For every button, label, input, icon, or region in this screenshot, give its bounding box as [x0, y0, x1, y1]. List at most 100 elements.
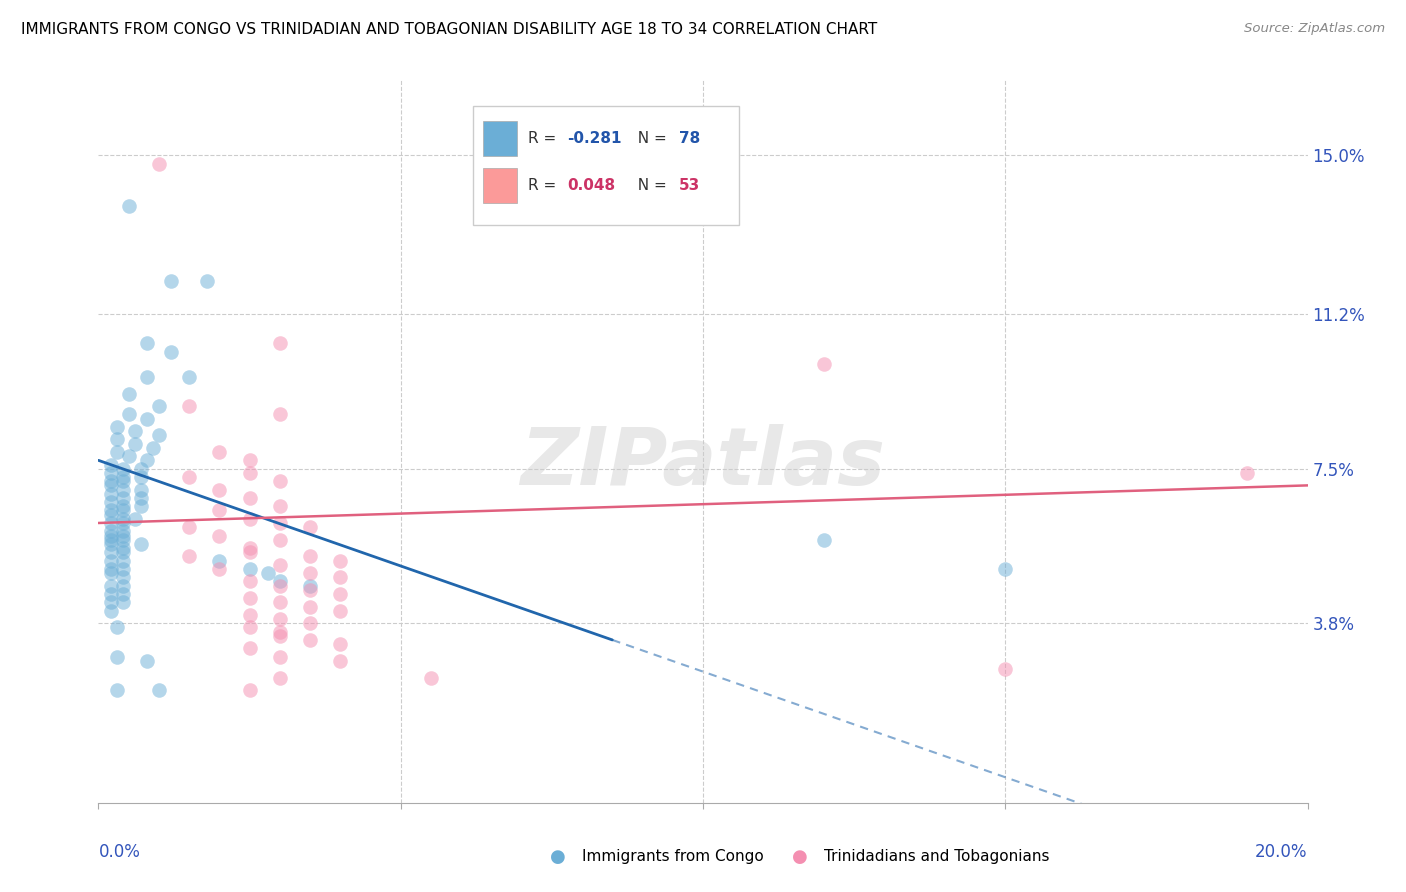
Text: 53: 53 [679, 178, 700, 194]
Point [124, 436, 146, 450]
Point [105, 420, 128, 434]
Point [111, 461, 134, 475]
Text: R =: R = [527, 131, 561, 146]
Point [135, 453, 157, 467]
Point [813, 357, 835, 371]
Point [111, 516, 134, 530]
Point [269, 624, 291, 639]
Point [329, 654, 352, 668]
Point [329, 587, 352, 601]
Point [100, 474, 122, 488]
Point [179, 549, 201, 564]
Point [269, 612, 291, 626]
Point [148, 428, 170, 442]
Point [129, 483, 152, 497]
Point [105, 649, 128, 664]
Point [100, 533, 122, 547]
Point [239, 591, 262, 606]
Point [129, 470, 152, 484]
Text: Source: ZipAtlas.com: Source: ZipAtlas.com [1244, 22, 1385, 36]
Point [129, 537, 152, 551]
FancyBboxPatch shape [482, 169, 517, 203]
Point [105, 683, 128, 698]
Point [160, 274, 183, 288]
Point [111, 483, 134, 497]
Point [239, 453, 262, 467]
Point [111, 562, 134, 576]
Point [208, 528, 231, 542]
Point [256, 566, 278, 580]
Point [329, 604, 352, 618]
Point [329, 637, 352, 651]
Point [142, 441, 165, 455]
Point [100, 553, 122, 567]
FancyBboxPatch shape [482, 121, 517, 156]
Point [135, 411, 157, 425]
Point [111, 541, 134, 555]
Point [269, 595, 291, 609]
Point [179, 369, 201, 384]
Point [994, 562, 1017, 576]
Point [299, 549, 322, 564]
Text: -0.281: -0.281 [568, 131, 621, 146]
Text: ●: ● [550, 848, 565, 866]
Point [1236, 466, 1258, 480]
Point [118, 408, 141, 422]
Point [135, 369, 157, 384]
Point [100, 537, 122, 551]
Point [100, 604, 122, 618]
Point [111, 533, 134, 547]
Point [148, 399, 170, 413]
Point [111, 553, 134, 567]
Text: 0.048: 0.048 [568, 178, 616, 194]
Point [105, 433, 128, 447]
Point [111, 470, 134, 484]
Point [160, 344, 183, 359]
Text: N =: N = [628, 178, 672, 194]
Point [148, 683, 170, 698]
FancyBboxPatch shape [474, 105, 740, 225]
Point [299, 566, 322, 580]
Point [269, 500, 291, 514]
Point [813, 533, 835, 547]
Point [179, 520, 201, 534]
Text: 20.0%: 20.0% [1256, 843, 1308, 861]
Point [135, 336, 157, 351]
Point [100, 566, 122, 580]
Point [118, 386, 141, 401]
Text: Immigrants from Congo: Immigrants from Congo [582, 849, 763, 864]
Point [100, 516, 122, 530]
Point [299, 579, 322, 593]
Point [100, 495, 122, 509]
Point [208, 445, 231, 459]
Point [111, 595, 134, 609]
Point [100, 595, 122, 609]
Point [148, 157, 170, 171]
Point [239, 607, 262, 622]
Point [195, 274, 218, 288]
Text: R =: R = [527, 178, 561, 194]
Point [111, 579, 134, 593]
Point [239, 491, 262, 505]
Point [105, 445, 128, 459]
Point [299, 582, 322, 597]
Point [299, 599, 322, 614]
Point [299, 632, 322, 647]
Point [111, 503, 134, 517]
Point [100, 562, 122, 576]
Point [269, 579, 291, 593]
Point [994, 662, 1017, 676]
Point [269, 629, 291, 643]
Point [124, 424, 146, 438]
Text: ZIPatlas: ZIPatlas [520, 425, 886, 502]
Point [100, 579, 122, 593]
Point [239, 512, 262, 526]
Point [118, 449, 141, 463]
Point [299, 520, 322, 534]
Point [269, 516, 291, 530]
Point [111, 528, 134, 542]
Text: Trinidadians and Tobagonians: Trinidadians and Tobagonians [824, 849, 1049, 864]
Point [100, 503, 122, 517]
Point [100, 458, 122, 472]
Point [100, 487, 122, 501]
